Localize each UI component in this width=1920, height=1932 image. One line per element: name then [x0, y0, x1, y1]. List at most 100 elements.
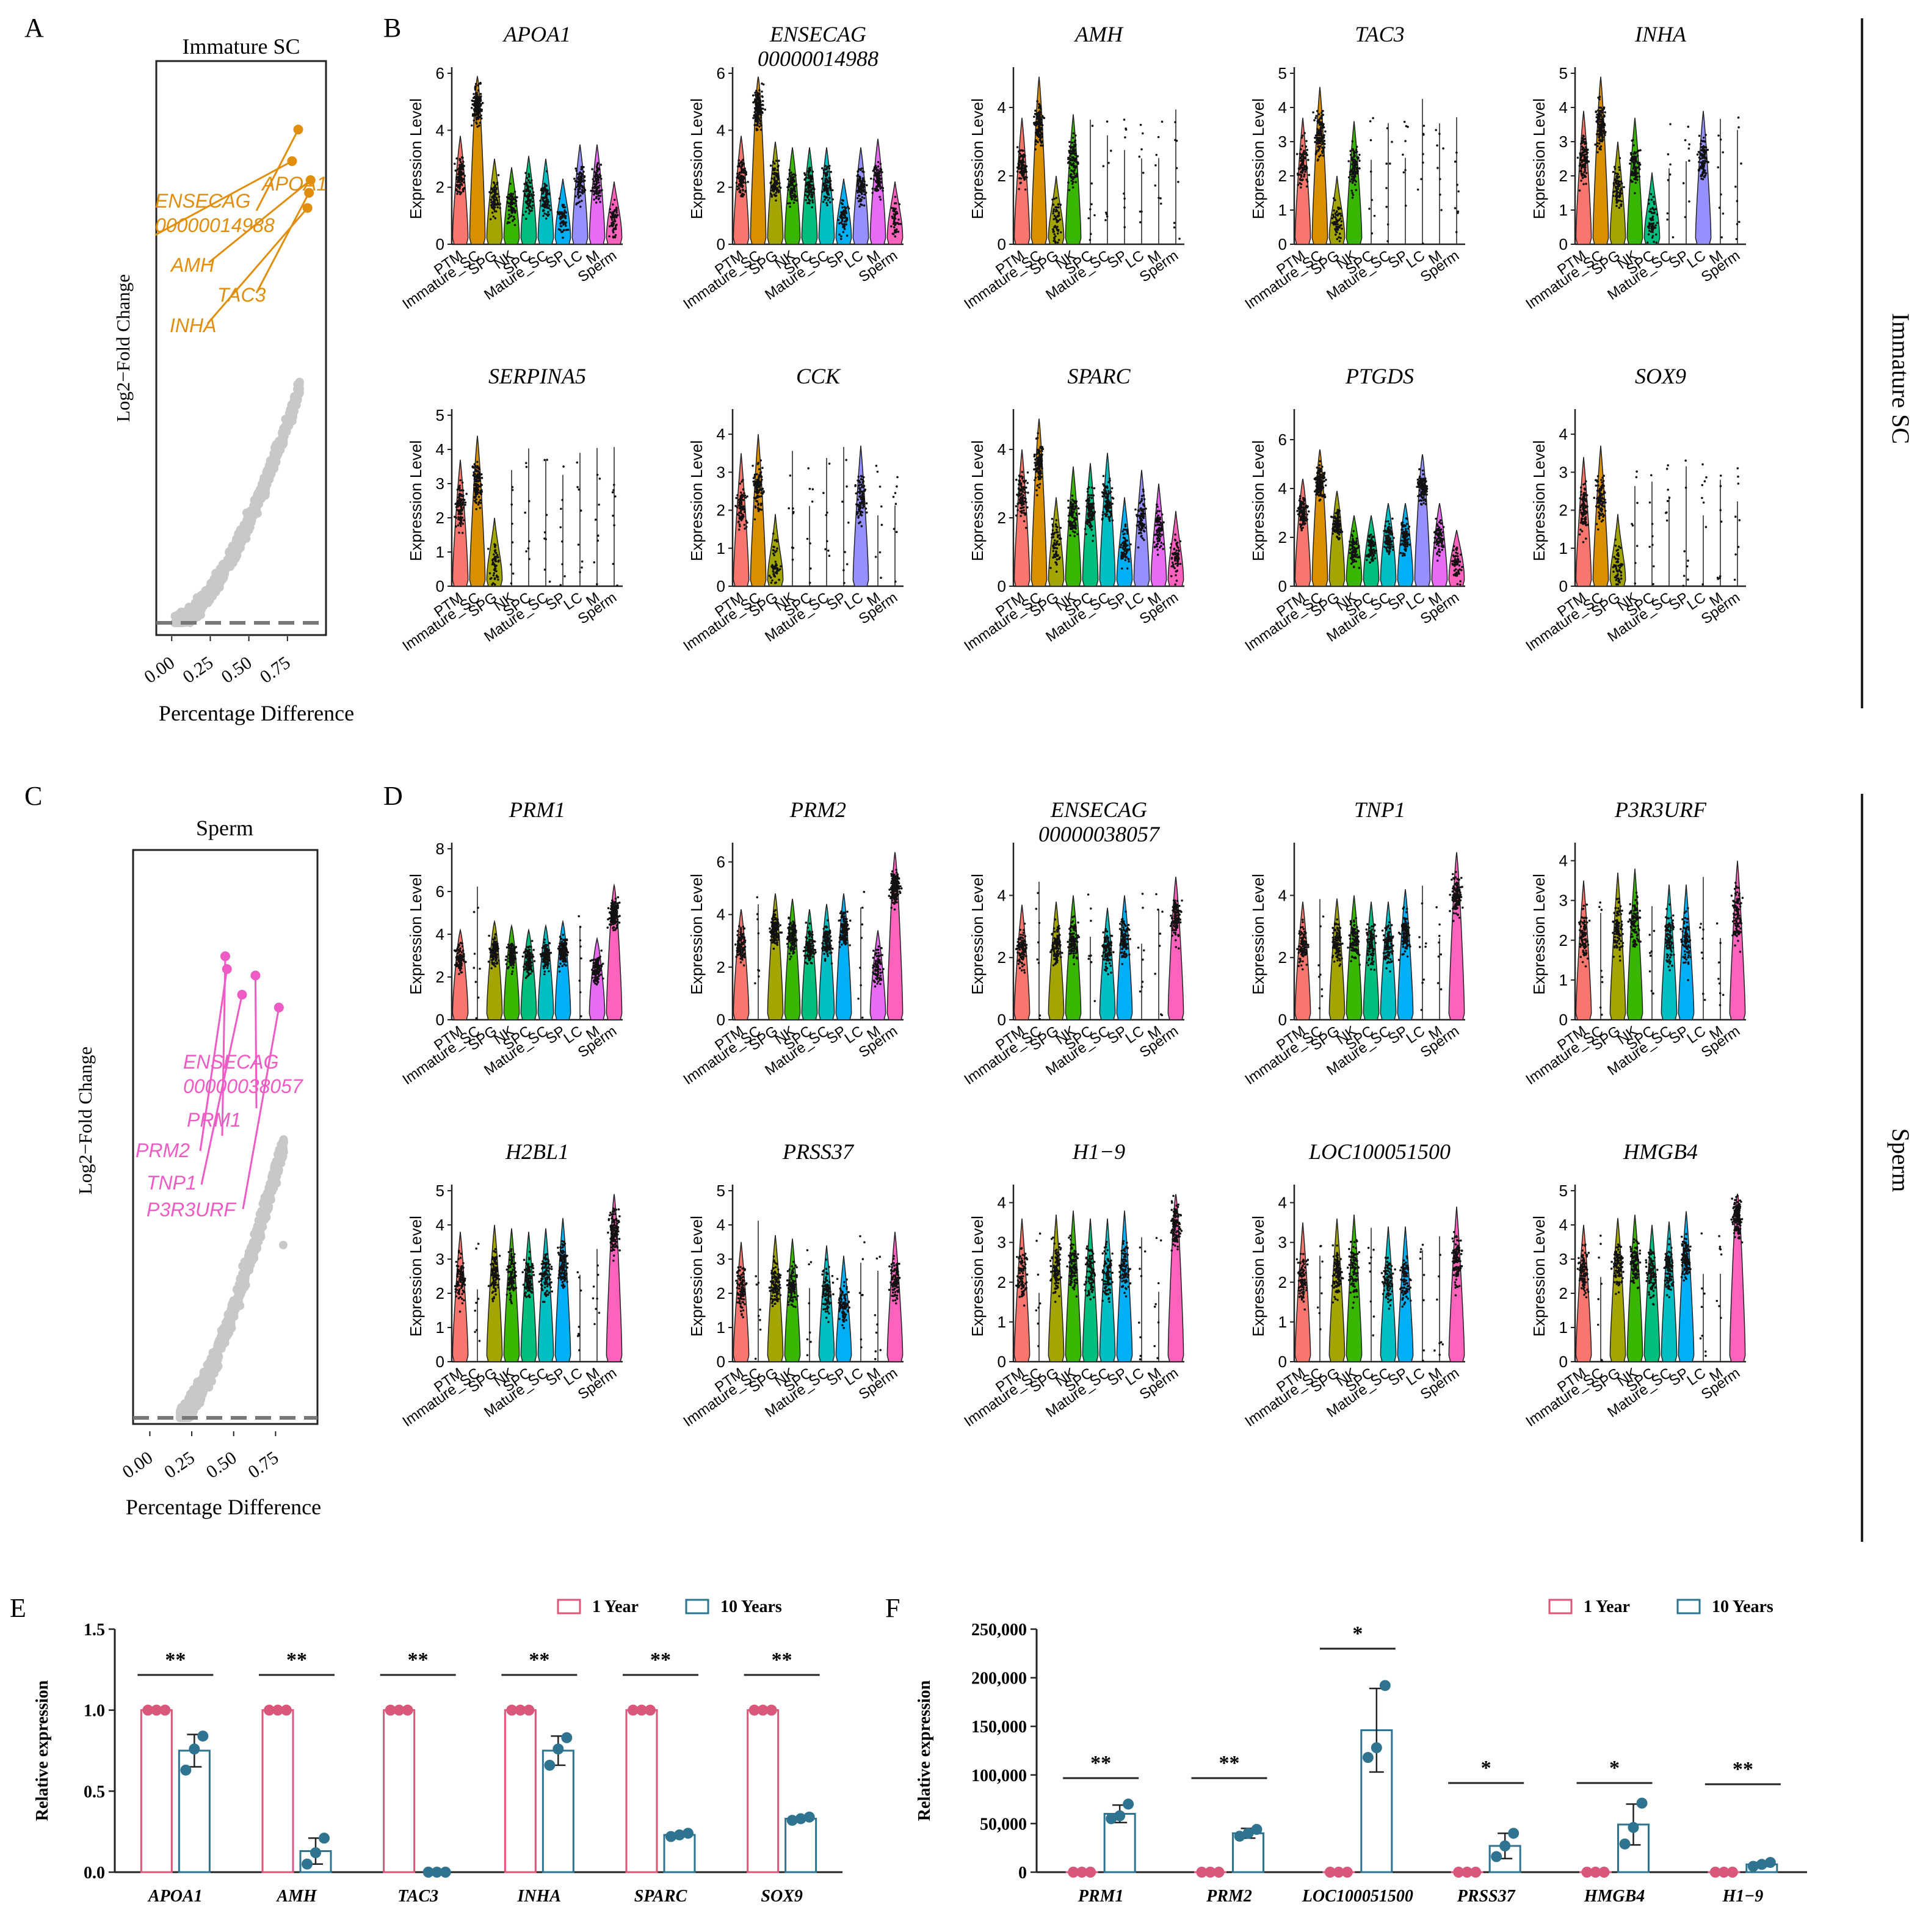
violin-point [1373, 214, 1376, 217]
violin-point [828, 167, 831, 170]
violin-point [580, 168, 582, 171]
highlight-label: P3R3URF [147, 1199, 237, 1221]
violin-point [1037, 130, 1040, 133]
violin-point [856, 175, 858, 177]
violin-point [508, 213, 510, 216]
violin-point [1035, 121, 1038, 123]
violin-point [742, 159, 744, 161]
violin-point [1576, 156, 1579, 159]
violin-point [1018, 161, 1020, 164]
violin-point [758, 96, 760, 99]
violin-point [1068, 167, 1071, 170]
violin-point [811, 199, 814, 202]
violin-point [840, 213, 843, 216]
violin-point [877, 179, 879, 181]
cell-type-label: Immature_SC [399, 247, 483, 313]
violin-point [1581, 148, 1584, 151]
violin-point [560, 215, 563, 218]
violin-point [581, 189, 584, 192]
violin-point [1159, 197, 1162, 200]
violin-point [1070, 158, 1072, 161]
violin-point [530, 193, 533, 196]
violin-point [1599, 120, 1601, 123]
violin-point [857, 182, 860, 184]
violin-point [1407, 125, 1409, 128]
violin-point [829, 189, 831, 191]
violin-point [564, 215, 567, 217]
violin-point [1580, 156, 1583, 158]
violin-point [1303, 132, 1306, 134]
violin-point [1320, 122, 1324, 125]
violin-point [1299, 178, 1302, 181]
violin-point [1139, 123, 1142, 126]
violin-point [756, 116, 759, 119]
violin-point [826, 204, 828, 206]
violin-point [479, 96, 482, 99]
violin-point [863, 185, 865, 188]
violin-point [826, 165, 829, 168]
violin-point [739, 185, 742, 187]
violin-point [874, 189, 877, 192]
violin-point [861, 184, 863, 186]
violin-point [1320, 150, 1324, 153]
violin-point [509, 198, 512, 200]
violin-point [514, 209, 517, 212]
violin-shape [1328, 175, 1346, 245]
scatter-point [285, 416, 294, 426]
violin-point [491, 207, 494, 209]
violin-point [1338, 240, 1341, 242]
violin-point [507, 205, 510, 208]
violin-point [755, 118, 758, 121]
violin-point [1598, 136, 1601, 139]
violin-point [844, 210, 847, 212]
violin-point [777, 191, 780, 194]
violin-point [1308, 173, 1310, 176]
violin-point [1059, 203, 1062, 206]
violin-point [877, 161, 880, 164]
violin-point [778, 159, 780, 162]
scatter-point [214, 1362, 223, 1371]
violin-point [1353, 169, 1356, 172]
violin-point [1614, 167, 1617, 170]
violin-point [578, 200, 581, 203]
violin-point [1175, 167, 1178, 170]
violin-point [576, 173, 579, 175]
violin-point [810, 191, 813, 194]
violin-point [1350, 169, 1353, 171]
scatter-point [273, 1157, 282, 1166]
violin-point [1160, 202, 1162, 205]
violin-point [1351, 140, 1354, 143]
violin-point [494, 190, 497, 193]
scatter-c-xlabel: Percentage Difference [126, 1495, 321, 1519]
violin-point [1594, 143, 1596, 146]
violin-point [1303, 151, 1305, 153]
violin-point [840, 235, 842, 238]
violin-point [1436, 144, 1438, 147]
violin-point [455, 189, 458, 192]
violin-point [526, 195, 528, 198]
immature-sc-scatter-panel: Immature SC Log2−Fold Change Percentage … [112, 34, 354, 725]
violin-point [1404, 140, 1407, 142]
violin-point [761, 90, 763, 93]
violin-point [599, 200, 601, 203]
violin-point [1157, 136, 1160, 139]
violin-point [1341, 227, 1343, 230]
violin-point [564, 217, 567, 220]
violin-point [532, 194, 535, 197]
violin-point [479, 82, 482, 85]
violin-point [894, 222, 896, 224]
violin-point [847, 205, 849, 208]
violin-point [794, 185, 796, 187]
violin-point [579, 194, 582, 197]
violin-point [759, 116, 763, 118]
violin-point [546, 198, 548, 201]
violin-point [600, 163, 603, 166]
violin-point [789, 178, 792, 181]
violin-point [1369, 139, 1372, 142]
y-tick-label: 4 [1559, 98, 1568, 117]
violin-point [1299, 157, 1302, 160]
violin-shape [1311, 87, 1328, 245]
violin-point [529, 181, 532, 184]
violin-point [596, 164, 599, 166]
